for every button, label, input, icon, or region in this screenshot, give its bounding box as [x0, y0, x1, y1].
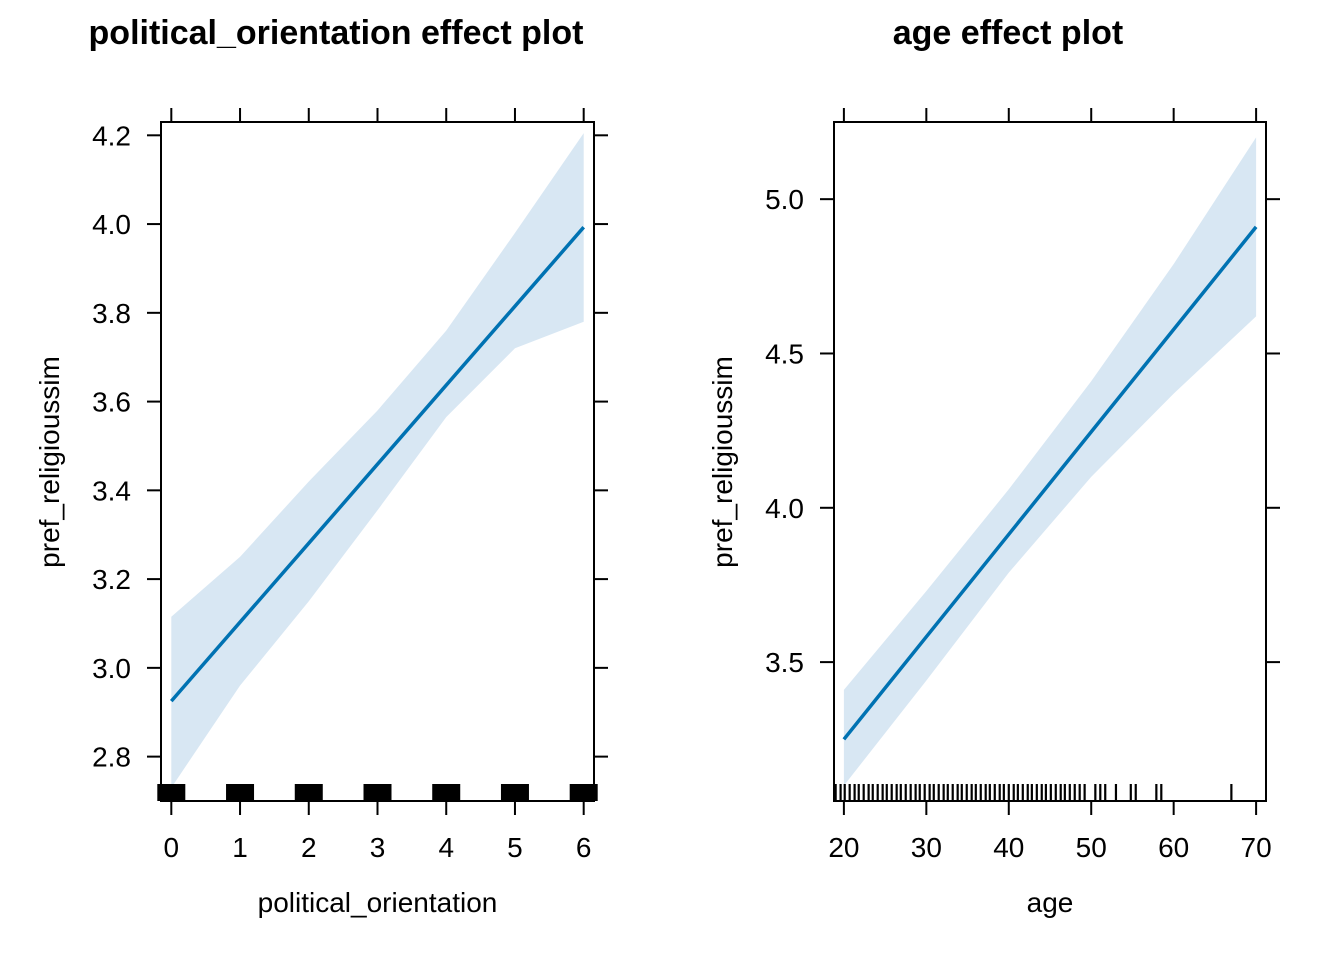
rug-mark — [157, 784, 186, 801]
panel-1: political_orientation effect plot 0 1 2 3 4 5 6… — [34, 14, 608, 918]
y-tick-label: 3.4 — [92, 475, 131, 506]
y-tick-label: 3.5 — [765, 647, 804, 678]
rug — [157, 784, 598, 801]
x-tick-label: 1 — [232, 832, 248, 863]
effect-line — [169, 226, 586, 703]
x-tick-label: 50 — [1076, 832, 1107, 863]
y-tick-label: 3.2 — [92, 564, 131, 595]
effect-line — [842, 225, 1258, 741]
x-axis-label: political_orientation — [258, 887, 498, 918]
x-tick-label: 20 — [828, 832, 859, 863]
rug-mark — [569, 784, 598, 801]
plot-frame — [833, 121, 1267, 802]
x-tick-label: 60 — [1158, 832, 1189, 863]
y-tick-label: 3.6 — [92, 387, 131, 418]
chart-title: age effect plot — [893, 14, 1123, 52]
y-tick-label: 4.0 — [765, 493, 804, 524]
chart-title: political_orientation effect plot — [89, 14, 584, 52]
y-tick-label: 2.8 — [92, 742, 131, 773]
x-tick-label: 40 — [993, 832, 1024, 863]
confidence-band — [171, 133, 584, 788]
y-axis-label: pref_religioussim — [34, 356, 65, 568]
y-tick-label: 4.5 — [765, 338, 804, 369]
x-axis-label: age — [1027, 887, 1074, 918]
y-tick-label: 3.8 — [92, 298, 131, 329]
rug-mark — [432, 784, 461, 801]
x-tick-label: 4 — [438, 832, 454, 863]
rug — [834, 784, 1233, 801]
x-tick-label: 2 — [301, 832, 317, 863]
y-tick-label: 3.0 — [92, 653, 131, 684]
rug-mark — [226, 784, 255, 801]
x-tick-label: 30 — [911, 832, 942, 863]
x-tick-label: 0 — [164, 832, 180, 863]
rug-mark — [294, 784, 323, 801]
rug-mark — [363, 784, 392, 801]
x-tick-label: 3 — [370, 832, 386, 863]
y-tick-label: 5.0 — [765, 184, 804, 215]
x-tick-label: 6 — [576, 832, 592, 863]
y-axis-label: pref_religioussim — [707, 356, 738, 568]
confidence-band — [843, 137, 1257, 786]
rug-mark — [500, 784, 529, 801]
x-tick-label: 5 — [507, 832, 523, 863]
y-tick-label: 4.0 — [92, 209, 131, 240]
panel-2: age effect plot 20 30 40 50 60 70 3.5 4.0 4.5 5.0 a… — [707, 14, 1280, 918]
x-tick-label: 70 — [1241, 832, 1272, 863]
y-tick-label: 4.2 — [92, 120, 131, 151]
